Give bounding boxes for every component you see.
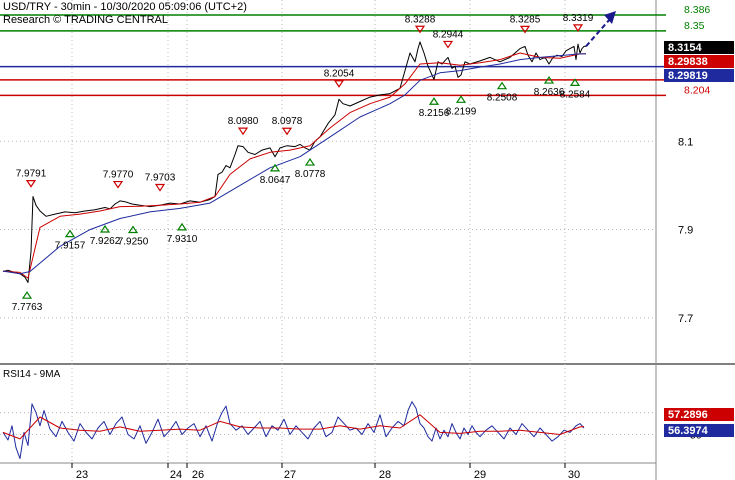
swing-high-marker xyxy=(519,25,531,34)
x-tick-label: 23 xyxy=(76,469,88,480)
y-tick-label: 8.1 xyxy=(678,136,693,148)
rsi-series-rsi xyxy=(2,401,585,460)
rsi-box-rsi xyxy=(664,424,734,437)
swing-high-label: 8.0980 xyxy=(228,116,259,127)
swing-low-marker xyxy=(496,81,508,90)
level-label-support: 8.204 xyxy=(684,84,710,96)
swing-high-marker xyxy=(333,80,345,88)
level-label-resistance: 8.386 xyxy=(684,4,710,16)
swing-high-marker xyxy=(25,180,37,188)
series-price xyxy=(2,41,587,283)
swing-low-label: 7.7763 xyxy=(12,302,43,313)
swing-high-marker xyxy=(281,127,293,136)
rsi-box-label-rsi: 56.3974 xyxy=(668,425,709,437)
swing-low-marker xyxy=(428,97,440,105)
swing-low-marker xyxy=(269,163,281,172)
level-label-resistance: 8.35 xyxy=(684,20,705,32)
swing-high-label: 7.9770 xyxy=(103,170,134,181)
swing-low-marker xyxy=(455,95,467,103)
swing-low-label: 8.2199 xyxy=(446,106,477,117)
swing-low-label: 8.2508 xyxy=(487,93,518,104)
swing-high-marker xyxy=(572,24,584,32)
price-box-ma_slow xyxy=(664,69,734,82)
swing-low-label: 7.9250 xyxy=(118,237,149,248)
research-source: Research © TRADING CENTRAL xyxy=(3,14,168,26)
series-ma_fast xyxy=(2,52,587,279)
x-tick-label: 24 xyxy=(170,469,182,480)
swing-high-marker xyxy=(112,180,124,189)
swing-high-marker xyxy=(442,40,454,49)
swing-low-label: 8.2156 xyxy=(419,108,450,119)
swing-high-marker xyxy=(154,183,166,192)
rsi-label: RSI14 - 9MA xyxy=(3,369,61,380)
swing-high-label: 7.9791 xyxy=(16,169,47,180)
swing-high-label: 8.3319 xyxy=(563,13,594,24)
price-box-label-last: 8.3154 xyxy=(668,42,703,54)
swing-high-marker xyxy=(237,127,249,136)
x-tick-label: 27 xyxy=(284,469,296,480)
swing-low-label: 7.9262 xyxy=(90,236,121,247)
swing-low-label: 8.0647 xyxy=(260,175,291,186)
swing-high-label: 7.9703 xyxy=(145,173,176,184)
swing-low-label: 8.0778 xyxy=(295,169,326,180)
swing-low-marker xyxy=(127,225,139,234)
price-box-label-ma_fast: 8.29838 xyxy=(668,56,708,68)
x-tick-label: 28 xyxy=(379,469,391,480)
forecast-arrow-line xyxy=(585,18,611,48)
x-tick-label: 26 xyxy=(192,469,204,480)
swing-high-label: 8.3288 xyxy=(405,14,436,25)
chart-title: USD/TRY - 30min - 10/30/2020 05:09:06 (U… xyxy=(3,1,247,13)
swing-low-label: 8.2636 xyxy=(534,87,565,98)
price-box-ma_fast xyxy=(664,55,734,68)
price-box-last xyxy=(664,41,734,54)
swing-low-marker xyxy=(543,75,555,84)
swing-low-marker xyxy=(304,157,316,166)
forecast-arrow-head xyxy=(604,11,616,25)
swing-high-label: 8.0978 xyxy=(272,116,303,127)
swing-low-marker xyxy=(21,291,33,299)
swing-low-label: 8.2584 xyxy=(560,89,591,100)
y-tick-label: 7.7 xyxy=(678,313,693,325)
series-ma_slow xyxy=(2,53,587,275)
x-tick-label: 29 xyxy=(474,469,486,480)
x-tick-label: 30 xyxy=(568,469,580,480)
swing-low-label: 7.9310 xyxy=(167,234,198,245)
swing-low-marker xyxy=(99,224,111,233)
swing-low-marker xyxy=(569,78,581,86)
swing-high-label: 8.3285 xyxy=(510,14,541,25)
price-box-label-ma_slow: 8.29819 xyxy=(668,70,708,82)
rsi-series-rsi_ma xyxy=(2,414,585,440)
swing-high-label: 8.2054 xyxy=(324,69,355,80)
swing-low-marker xyxy=(176,222,188,231)
y-tick-label: 7.9 xyxy=(678,225,693,237)
swing-low-label: 7.9157 xyxy=(55,241,86,252)
swing-high-label: 8.2944 xyxy=(433,29,464,40)
swing-low-marker xyxy=(64,229,76,238)
rsi-box-rsi_ma xyxy=(664,408,734,421)
rsi-box-label-rsi_ma: 57.2896 xyxy=(668,409,708,421)
swing-high-marker xyxy=(414,25,426,34)
